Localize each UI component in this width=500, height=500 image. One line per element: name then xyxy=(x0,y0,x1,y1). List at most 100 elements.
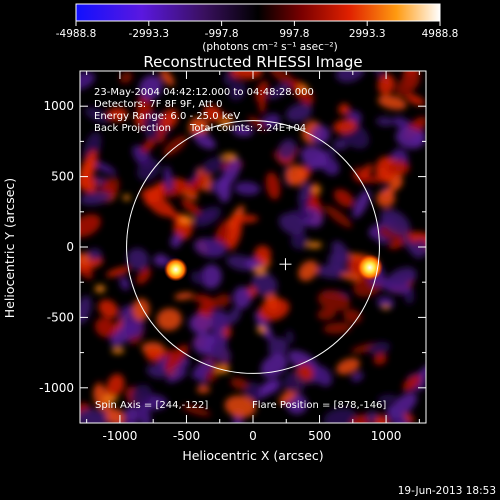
heatmap-blob xyxy=(231,125,254,137)
heatmap-blob xyxy=(132,298,150,321)
heatmap-blob xyxy=(335,71,365,83)
heatmap-blob xyxy=(373,353,387,365)
heatmap-blob xyxy=(268,337,288,358)
heatmap-blob xyxy=(181,404,211,417)
heatmap-blob xyxy=(368,341,391,355)
heatmap-highlight xyxy=(221,152,238,161)
heatmap-blob xyxy=(362,163,373,178)
heatmap-blob xyxy=(80,191,111,206)
heatmap-blob xyxy=(126,248,150,271)
heatmap-blob xyxy=(230,377,250,391)
plot-area xyxy=(80,71,426,423)
heatmap-blob xyxy=(201,156,225,175)
info-line-detectors: Detectors: 7F 8F 9F, Att 0 xyxy=(94,99,222,110)
colorbar-tick-label: 4988.8 xyxy=(422,28,459,40)
heatmap-blob xyxy=(402,234,421,259)
heatmap-blob xyxy=(196,385,211,394)
heatmap-blob xyxy=(160,108,179,130)
heatmap-blob xyxy=(260,353,288,378)
solar-limb-circle xyxy=(126,120,380,374)
chart-title: Reconstructed RHESSI Image xyxy=(143,53,362,71)
heatmap-blob xyxy=(181,198,202,216)
heatmap-highlight xyxy=(311,185,322,193)
heatmap-blob xyxy=(174,292,194,300)
y-axis: -1000 -500 0 500 1000 xyxy=(39,70,426,424)
heatmap-blob xyxy=(192,294,212,303)
colorbar: -4988.8 -2993.3 -997.8 997.8 2993.3 4988.8 (p… xyxy=(56,3,459,53)
heatmap-blob xyxy=(106,107,128,122)
heatmap-blob xyxy=(212,294,231,308)
plot-background xyxy=(80,71,426,423)
info-line-method: Back Projection Total counts: 2.24E+04 xyxy=(94,123,306,134)
heatmap-highlight xyxy=(306,241,323,249)
heatmap-highlight xyxy=(111,347,125,354)
heatmap-blob xyxy=(188,116,209,137)
heatmap-blob xyxy=(333,119,357,134)
y-tick-label: -500 xyxy=(47,310,74,324)
y-axis-label: Heliocentric Y (arcsec) xyxy=(2,178,17,318)
heatmap-blob xyxy=(285,103,313,122)
colorbar-tick-label: -2993.3 xyxy=(129,28,170,40)
x-tick-label: 500 xyxy=(308,429,331,443)
heatmap-blob xyxy=(374,415,389,423)
heatmap-blob xyxy=(323,322,352,334)
heatmap-blob xyxy=(290,232,309,250)
y-tick-label: 500 xyxy=(51,170,74,184)
heatmap-blob xyxy=(310,125,331,145)
x-axis-label: Heliocentric X (arcsec) xyxy=(182,448,323,463)
heatmap-blob xyxy=(254,245,272,263)
footer-timestamp: 19-Jun-2013 18:53 xyxy=(398,485,496,497)
heatmap-blob xyxy=(402,374,422,392)
x-tick-label: -500 xyxy=(173,429,200,443)
heatmap-blob xyxy=(265,172,281,200)
spin-axis-note: Spin Axis = [244,-122] xyxy=(95,400,208,411)
heatmap-blob xyxy=(163,165,173,193)
heatmap-blob xyxy=(136,158,161,181)
heatmap-blob xyxy=(377,73,396,95)
heatmap-blob xyxy=(269,71,298,88)
heatmap-blob xyxy=(258,298,290,321)
spin-axis-marker xyxy=(279,258,292,271)
heatmap-blob xyxy=(283,371,307,394)
heatmap-blob xyxy=(119,276,130,291)
heatmap-blob xyxy=(190,271,205,285)
heatmap-blob xyxy=(343,309,362,324)
heatmap-blob xyxy=(80,252,91,265)
heatmap-blob xyxy=(84,107,110,124)
heatmap-blob xyxy=(285,330,294,344)
heatmap-blob xyxy=(388,238,405,250)
heatmap-blob xyxy=(156,123,166,144)
heatmap-blob xyxy=(352,174,380,183)
heatmap-blob xyxy=(137,404,152,423)
heatmap-blob xyxy=(156,308,182,331)
heatmap-blob xyxy=(166,368,188,383)
heatmap-blob xyxy=(233,286,252,309)
heatmap-blob xyxy=(163,135,188,156)
heatmap-blob xyxy=(247,116,268,131)
y-tick-label: -1000 xyxy=(39,381,74,395)
colorbar-gradient xyxy=(75,3,441,22)
heatmap-blob xyxy=(145,348,163,362)
heatmap-blob xyxy=(106,373,125,397)
heatmap-blob xyxy=(207,310,230,332)
heatmap-blob xyxy=(297,363,315,380)
colorbar-tick-label: 997.8 xyxy=(279,28,309,40)
heatmap-blob xyxy=(141,138,157,153)
colorbar-ticks: -4988.8 -2993.3 -997.8 997.8 2993.3 4988.8 xyxy=(56,21,459,40)
heatmap-blob xyxy=(405,94,426,106)
heatmap-highlight xyxy=(94,284,106,293)
heatmap-blob xyxy=(224,395,257,418)
heatmap-highlight xyxy=(102,395,119,403)
heatmap-blob xyxy=(230,71,263,80)
heatmap-blob xyxy=(98,299,119,319)
y-tick-label: 0 xyxy=(66,240,74,254)
heatmap-blob xyxy=(210,342,231,363)
heatmap-blob xyxy=(130,384,152,406)
heatmap-blob xyxy=(106,266,131,278)
heatmap-blob xyxy=(80,214,101,238)
heatmap-blob xyxy=(170,233,182,248)
heatmap-blob xyxy=(80,295,92,324)
heatmap-blob xyxy=(188,174,207,195)
flare-position-note: Flare Position = [878,-146] xyxy=(252,400,386,411)
heatmap-blob xyxy=(142,112,158,132)
